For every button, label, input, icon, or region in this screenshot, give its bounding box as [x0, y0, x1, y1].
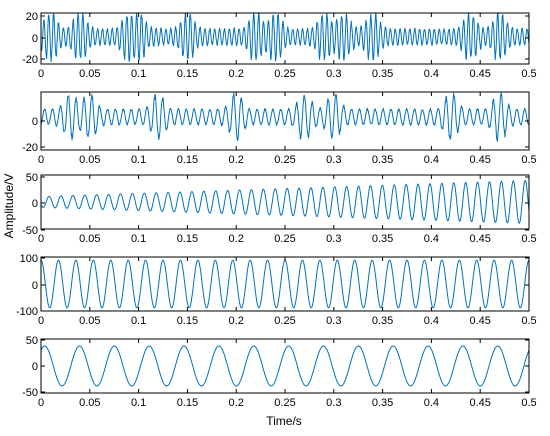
y-tick-label: 50: [26, 335, 38, 347]
x-axis-label: Time/s: [266, 414, 302, 428]
subplot-5: 0 0.05 0.1 0.15 0.2 0.25 0.3 0.35 0.4 0.45 0.5500-…: [22, 335, 537, 409]
x-tick-label: 0.25: [274, 233, 295, 245]
y-tick-label: 0: [32, 198, 38, 210]
x-tick-label: 0: [38, 397, 44, 409]
series-line-3: [40, 180, 530, 224]
series-line-4: [40, 259, 530, 309]
x-tick-label: 0.05: [79, 154, 100, 166]
x-tick-label: 0.35: [372, 233, 393, 245]
y-tick-label: 0: [32, 116, 38, 128]
x-tick-label: 0.1: [131, 397, 146, 409]
y-tick-label: 0: [32, 33, 38, 45]
x-tick-label: 0.25: [274, 154, 295, 166]
x-tick-label: 0.4: [424, 68, 439, 80]
subplot-3: 0 0.05 0.1 0.15 0.2 0.25 0.3 0.35 0.4 0.45 0.5500-…: [22, 172, 537, 245]
x-tick-label: 0.15: [177, 68, 198, 80]
x-tick-label: 0.45: [469, 154, 490, 166]
x-tick-label: 0.05: [79, 68, 100, 80]
x-tick-label: 0.4: [424, 397, 439, 409]
x-tick-label: 0.05: [79, 315, 100, 327]
y-tick-label: -20: [22, 142, 38, 154]
series-line-5: [40, 345, 530, 387]
x-tick-label: 0.1: [131, 154, 146, 166]
x-tick-label: 0.2: [229, 315, 244, 327]
y-tick-label: 100: [20, 253, 38, 265]
y-tick-label: 0: [32, 280, 38, 292]
subplot-1: 0 0.05 0.1 0.15 0.2 0.25 0.3 0.35 0.4 0.45 0.5200-…: [22, 11, 537, 80]
x-tick-label: 0.4: [424, 154, 439, 166]
plot-frame-4: [40, 256, 530, 312]
x-tick-label: 0.1: [131, 315, 146, 327]
x-tick-label: 0.25: [274, 397, 295, 409]
x-tick-label: 0.5: [521, 68, 536, 80]
x-tick-label: 0.5: [521, 397, 536, 409]
x-tick-label: 0.2: [229, 397, 244, 409]
x-tick-label: 0.15: [177, 154, 198, 166]
subplot-4: 0 0.05 0.1 0.15 0.2 0.25 0.3 0.35 0.4 0.45 0.5 100 0…: [16, 253, 537, 327]
y-tick-label: -50: [22, 225, 38, 237]
x-tick-label: 0.3: [326, 397, 341, 409]
x-tick-label: 0.3: [326, 233, 341, 245]
series-line-2: [40, 92, 530, 142]
x-tick-label: 0: [38, 233, 44, 245]
x-tick-label: 0.15: [177, 233, 198, 245]
x-tick-label: 0.4: [424, 315, 439, 327]
x-tick-label: 0.45: [469, 397, 490, 409]
x-tick-label: 0.5: [521, 154, 536, 166]
x-tick-label: 0.45: [469, 233, 490, 245]
x-tick-label: 0.45: [469, 315, 490, 327]
x-tick-label: 0.3: [326, 315, 341, 327]
x-tick-label: 0.2: [229, 154, 244, 166]
x-tick-label: 0.1: [131, 68, 146, 80]
series-line-1: [40, 12, 530, 63]
x-tick-label: 0.2: [229, 68, 244, 80]
x-tick-label: 0: [38, 315, 44, 327]
x-tick-label: 0.15: [177, 315, 198, 327]
y-tick-label: -50: [22, 387, 38, 399]
x-tick-label: 0: [38, 68, 44, 80]
y-tick-label: 0: [32, 361, 38, 373]
y-tick-label: 50: [26, 172, 38, 184]
x-tick-label: 0.3: [326, 68, 341, 80]
y-axis-label: Amplitude/V: [2, 174, 16, 239]
x-tick-label: 0.3: [326, 154, 341, 166]
plot-frame-1: [40, 12, 530, 65]
x-tick-label: 0.05: [79, 397, 100, 409]
y-tick-label: -100: [16, 306, 38, 318]
x-tick-label: 0.15: [177, 397, 198, 409]
x-tick-label: 0.05: [79, 233, 100, 245]
plot-frame-5: [40, 338, 530, 394]
x-tick-label: 0.1: [131, 233, 146, 245]
x-tick-label: 0.35: [372, 315, 393, 327]
x-tick-label: 0.5: [521, 233, 536, 245]
plot-frame-3: [40, 174, 530, 230]
x-tick-label: 0.35: [372, 68, 393, 80]
x-tick-label: 0.35: [372, 154, 393, 166]
x-tick-label: 0.35: [372, 397, 393, 409]
x-tick-label: 0.45: [469, 68, 490, 80]
y-tick-label: 20: [26, 11, 38, 23]
x-tick-label: 0.5: [521, 315, 536, 327]
x-tick-label: 0.2: [229, 233, 244, 245]
x-tick-label: 0.25: [274, 68, 295, 80]
x-tick-label: 0: [38, 154, 44, 166]
x-tick-label: 0.25: [274, 315, 295, 327]
y-tick-label: -20: [22, 54, 38, 66]
subplot-2: 0 0.05 0.1 0.15 0.2 0.25 0.3 0.35 0.4 0.45 0.50-20: [22, 91, 537, 166]
x-tick-label: 0.4: [424, 233, 439, 245]
